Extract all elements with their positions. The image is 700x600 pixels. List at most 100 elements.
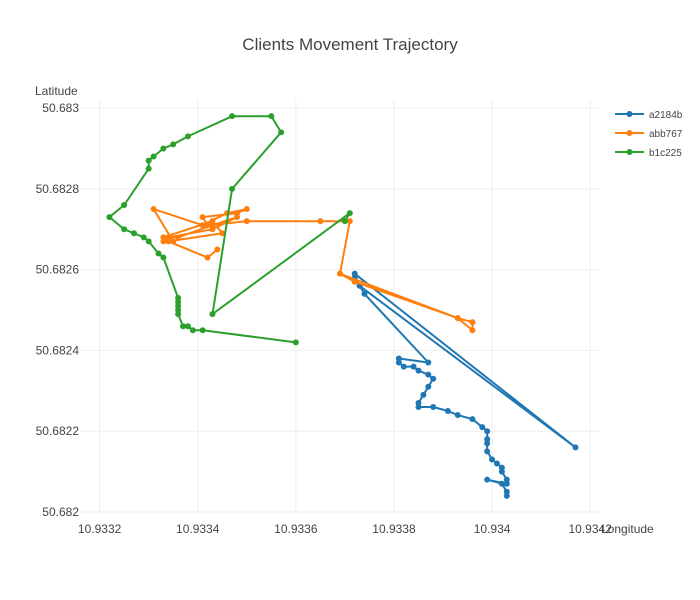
y-tick-label: 50.683 [42, 101, 79, 115]
data-point [572, 444, 579, 451]
data-point [170, 238, 177, 245]
data-point [346, 210, 353, 217]
data-point [199, 214, 206, 221]
data-point [469, 416, 476, 423]
data-point [150, 206, 157, 213]
data-point [425, 383, 432, 390]
data-point [425, 371, 432, 378]
data-point [184, 133, 191, 140]
legend-item-abb767[interactable]: abb767 [615, 129, 683, 140]
grid [80, 100, 600, 513]
data-point [484, 440, 491, 447]
data-point [317, 218, 324, 225]
data-point [170, 141, 177, 148]
x-tick-label: 10.934 [474, 522, 511, 536]
x-tick-label: 10.9336 [274, 522, 318, 536]
chart-title: Clients Movement Trajectory [242, 35, 458, 54]
data-point [229, 185, 236, 192]
legend-label: b1c225 [649, 148, 682, 159]
data-point [145, 165, 152, 172]
data-point [150, 153, 157, 160]
data-point [106, 214, 113, 221]
y-tick-label: 50.6828 [36, 182, 80, 196]
data-point [484, 476, 491, 483]
series-a2184b [351, 270, 579, 499]
data-point [469, 327, 476, 334]
data-point [160, 234, 167, 241]
series-layer [106, 113, 579, 499]
legend-marker [626, 111, 633, 117]
data-point [189, 327, 196, 334]
axis-ticks: 10.9332 10.9334 10.9336 10.9338 10.934 10.934… [36, 101, 613, 536]
data-point [130, 230, 137, 237]
data-point [199, 327, 206, 334]
data-point [489, 456, 496, 463]
data-point [498, 480, 505, 487]
legend-item-a2184b[interactable]: a2184b [615, 110, 683, 121]
data-point [337, 270, 343, 277]
data-point [484, 448, 491, 455]
data-point [180, 323, 187, 330]
data-point [498, 468, 505, 475]
data-point [243, 218, 250, 225]
data-point [292, 339, 299, 346]
data-point [361, 290, 368, 297]
data-point [454, 412, 461, 419]
x-tick-label: 10.9334 [176, 522, 220, 536]
data-point [219, 230, 226, 237]
data-point [341, 218, 348, 225]
data-point [493, 460, 500, 467]
data-point [454, 315, 461, 322]
legend-label: abb767 [649, 129, 683, 140]
x-tick-label: 10.9338 [372, 522, 416, 536]
y-axis-title: Latitude [35, 84, 78, 98]
y-tick-label: 50.6824 [36, 343, 80, 357]
data-point [400, 363, 407, 370]
series-abb767 [150, 206, 476, 334]
data-point [425, 359, 432, 366]
data-point [160, 145, 167, 152]
data-point [346, 218, 353, 225]
data-point [415, 367, 422, 374]
data-point [430, 375, 437, 382]
x-tick-label: 10.9342 [568, 522, 612, 536]
data-point [420, 391, 427, 398]
data-point [209, 311, 216, 318]
data-point [430, 403, 437, 410]
data-point [145, 238, 152, 245]
data-point [121, 202, 128, 209]
legend-marker [626, 149, 633, 155]
data-point [175, 294, 182, 301]
legend-label: a2184b [649, 110, 683, 121]
data-point [121, 226, 128, 233]
legend-item-b1c225[interactable]: b1c225 [615, 148, 682, 159]
data-point [204, 222, 211, 229]
data-point [243, 206, 250, 213]
y-tick-label: 50.6826 [36, 263, 80, 277]
data-point [214, 246, 221, 253]
data-point [278, 129, 285, 136]
data-point [204, 254, 211, 261]
data-point [444, 408, 451, 415]
data-point [184, 323, 191, 330]
series-b1c225 [106, 113, 353, 346]
data-point [155, 250, 162, 257]
data-point [415, 403, 422, 410]
data-point [140, 234, 147, 241]
data-point [175, 234, 182, 241]
data-point [145, 157, 152, 164]
legend[interactable]: a2184b abb767 b1c225 [615, 110, 683, 159]
y-tick-label: 50.682 [42, 505, 79, 519]
data-point [160, 254, 167, 261]
data-point [410, 363, 417, 370]
legend-marker [626, 130, 633, 136]
y-tick-label: 50.6822 [36, 424, 80, 438]
x-tick-label: 10.9332 [78, 522, 122, 536]
data-point [209, 218, 216, 225]
data-point [479, 424, 486, 431]
data-point [199, 222, 206, 229]
data-point [503, 480, 510, 487]
data-point [484, 428, 491, 435]
